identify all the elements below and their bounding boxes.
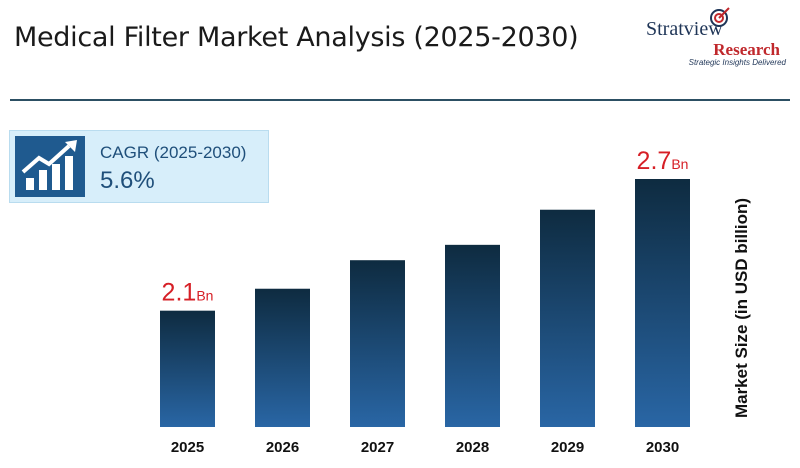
y-axis-label: Market Size (in USD billion) xyxy=(732,197,751,419)
cagr-label: CAGR (2025-2030) xyxy=(100,143,247,162)
bar-2026 xyxy=(255,288,310,427)
x-tick-label: 2027 xyxy=(361,439,394,456)
data-label-2030: 2.7Bn xyxy=(637,147,689,175)
data-label-2025: 2.1Bn xyxy=(162,279,214,307)
data-label-unit: Bn xyxy=(196,288,213,304)
bar-2028 xyxy=(445,244,500,427)
cagr-value: 5.6% xyxy=(100,167,155,194)
bar-2027 xyxy=(350,260,405,427)
data-label-value: 2.1 xyxy=(162,279,197,307)
target-arrow-icon xyxy=(710,7,730,27)
x-tick-label: 2025 xyxy=(171,439,204,456)
cagr-box: CAGR (2025-2030) 5.6% xyxy=(9,130,269,203)
stratview-logo: Stratview Research Strategic Insights De… xyxy=(646,6,786,68)
header-divider xyxy=(10,99,790,101)
data-label-unit: Bn xyxy=(671,156,688,172)
x-tick-label: 2026 xyxy=(266,439,299,456)
x-tick-label: 2030 xyxy=(646,439,679,456)
x-tick-label: 2029 xyxy=(551,439,584,456)
x-tick-label: 2028 xyxy=(456,439,489,456)
logo-brand: Stratview xyxy=(646,18,723,40)
bar-2025 xyxy=(160,310,215,427)
bar-2029 xyxy=(540,209,595,427)
growth-chart-icon xyxy=(15,136,85,197)
logo-tagline: Strategic Insights Delivered xyxy=(688,58,786,67)
page-title: Medical Filter Market Analysis (2025-203… xyxy=(14,22,579,53)
logo-research: Research xyxy=(713,40,780,59)
bar-2030 xyxy=(635,179,690,427)
data-label-value: 2.7 xyxy=(637,147,672,175)
